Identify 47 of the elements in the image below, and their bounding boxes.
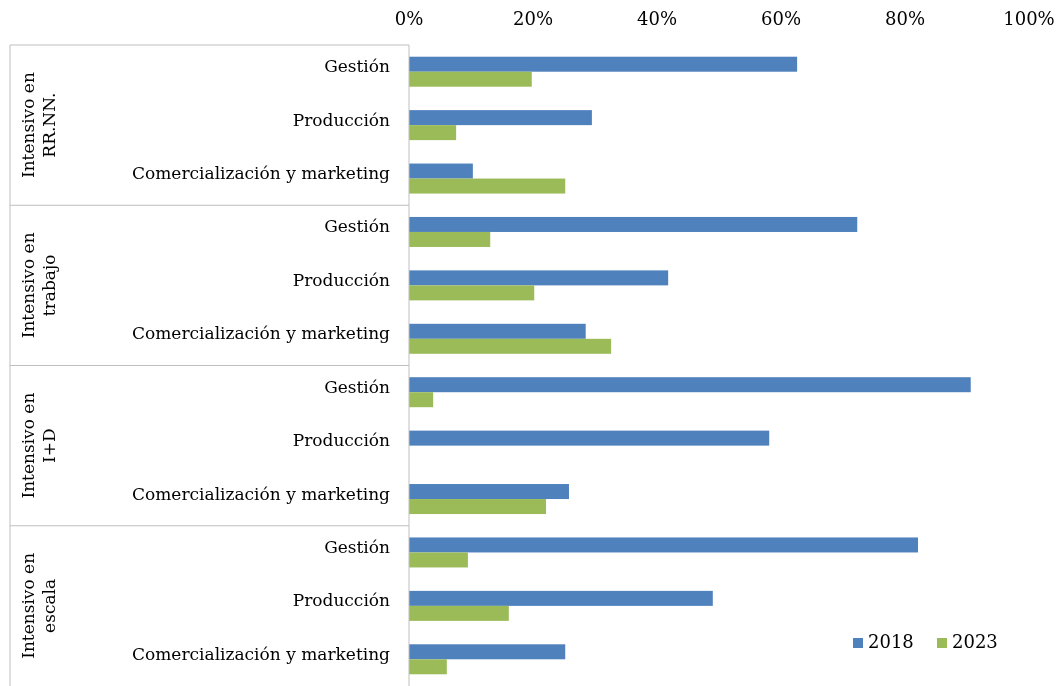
text: Intensivo en trabajo <box>18 232 59 339</box>
bar <box>409 392 434 408</box>
bar <box>409 270 669 286</box>
bar <box>409 552 468 568</box>
x-tick-label: 100% <box>1003 8 1055 29</box>
y-tick-label: Gestión <box>324 56 391 77</box>
y-tick-label: Gestión <box>324 216 391 237</box>
bar <box>409 605 509 621</box>
y-tick-label: Producción <box>292 269 391 290</box>
y-tick-label: Producción <box>292 590 391 611</box>
bar <box>409 71 532 87</box>
x-tick-label: 80% <box>884 8 926 29</box>
bar <box>409 231 491 247</box>
y-tick-label: Comercialización y marketing <box>131 483 391 504</box>
bar <box>409 590 713 606</box>
bar <box>409 644 566 660</box>
bar <box>409 216 858 232</box>
bar <box>409 125 457 141</box>
x-tick-label: 40% <box>636 8 678 29</box>
bar <box>409 430 770 446</box>
bar <box>409 285 535 301</box>
bar <box>409 178 566 194</box>
text: Intensivo en escala <box>18 552 59 659</box>
y-tick-label: Gestión <box>324 536 391 557</box>
bar <box>409 110 592 126</box>
bar <box>409 323 586 339</box>
bar <box>409 659 447 675</box>
y-tick-label: Producción <box>292 109 391 130</box>
y-tick-label: Producción <box>292 430 391 451</box>
y-tick-label: Comercialización y marketing <box>131 643 391 664</box>
legend-label: 2018 <box>868 631 914 652</box>
bar <box>409 338 612 354</box>
bar <box>409 163 473 179</box>
legend-label: 2023 <box>952 631 998 652</box>
y-tick-label: Comercialización y marketing <box>131 163 391 184</box>
bar <box>409 484 569 500</box>
x-tick-label: 60% <box>760 8 802 29</box>
y-tick-label: Comercialización y marketing <box>131 323 391 344</box>
y-tick-label: Gestión <box>324 376 391 397</box>
bar <box>409 56 798 72</box>
text: Intensivo en RR.NN. <box>18 72 59 179</box>
bar <box>409 537 919 553</box>
bar <box>409 499 547 515</box>
x-tick-label: 20% <box>512 8 554 29</box>
x-tick-label: 0% <box>394 8 424 29</box>
bar <box>409 377 971 393</box>
text: Intensivo en I+D <box>18 392 59 499</box>
